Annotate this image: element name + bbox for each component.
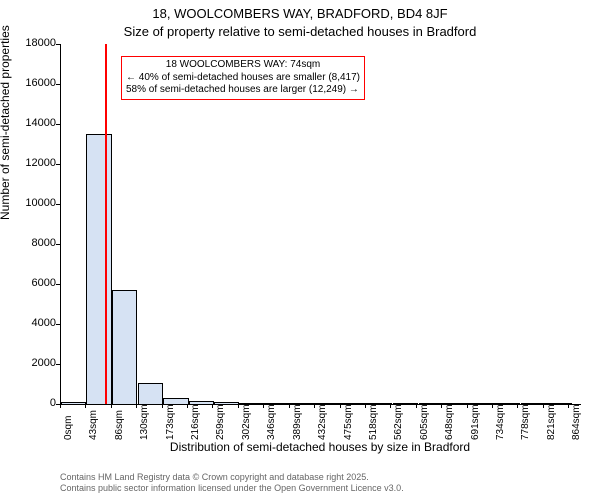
y-tick-label: 8000 [6,237,56,249]
annotation-line: 18 WOOLCOMBERS WAY: 74sqm [126,59,360,72]
chart-container: 18, WOOLCOMBERS WAY, BRADFORD, BD4 8JF S… [0,0,600,500]
x-tick-mark [60,404,61,408]
x-tick-mark [441,404,442,408]
x-tick-mark [136,404,137,408]
x-tick-mark [568,404,569,408]
x-tick-label: 691sqm [470,404,481,440]
y-tick-mark [56,244,60,245]
x-tick-label: 475sqm [343,404,354,440]
chart-title-main: 18, WOOLCOMBERS WAY, BRADFORD, BD4 8JF [0,6,600,21]
x-tick-label: 864sqm [571,404,582,440]
x-tick-label: 389sqm [292,404,303,440]
y-tick-mark [56,324,60,325]
x-tick-mark [543,404,544,408]
annotation-box: 18 WOOLCOMBERS WAY: 74sqm← 40% of semi-d… [121,56,365,100]
y-tick-mark [56,44,60,45]
x-tick-mark [340,404,341,408]
x-tick-mark [289,404,290,408]
footer-attribution: Contains HM Land Registry data © Crown c… [60,472,580,494]
footer-line-2: Contains public sector information licen… [60,483,580,494]
y-tick-mark [56,84,60,85]
x-tick-label: 216sqm [190,404,201,440]
x-tick-label: 821sqm [546,404,557,440]
x-tick-label: 778sqm [520,404,531,440]
x-tick-label: 734sqm [495,404,506,440]
x-tick-label: 86sqm [114,410,125,440]
y-tick-label: 6000 [6,277,56,289]
x-tick-label: 605sqm [419,404,430,440]
y-tick-label: 12000 [6,157,56,169]
footer-line-1: Contains HM Land Registry data © Crown c… [60,472,580,483]
x-tick-mark [85,404,86,408]
y-tick-label: 10000 [6,197,56,209]
x-tick-label: 0sqm [63,416,74,440]
x-tick-label: 648sqm [444,404,455,440]
y-tick-label: 0 [6,397,56,409]
x-tick-label: 518sqm [368,404,379,440]
y-tick-mark [56,204,60,205]
y-tick-label: 4000 [6,317,56,329]
x-tick-mark [187,404,188,408]
y-tick-mark [56,364,60,365]
x-tick-mark [111,404,112,408]
property-marker-line [105,44,107,404]
annotation-line: ← 40% of semi-detached houses are smalle… [126,72,360,85]
x-axis-label: Distribution of semi-detached houses by … [60,440,580,454]
y-tick-mark [56,284,60,285]
x-tick-mark [390,404,391,408]
histogram-bar [86,134,111,404]
x-tick-mark [517,404,518,408]
x-tick-mark [365,404,366,408]
x-tick-label: 562sqm [393,404,404,440]
x-tick-mark [238,404,239,408]
x-tick-label: 173sqm [165,404,176,440]
annotation-line: 58% of semi-detached houses are larger (… [126,84,360,97]
x-tick-mark [492,404,493,408]
x-tick-label: 346sqm [266,404,277,440]
histogram-bar [163,398,188,404]
x-tick-label: 432sqm [317,404,328,440]
chart-title-sub: Size of property relative to semi-detach… [0,24,600,39]
histogram-bar [61,402,86,404]
y-tick-label: 16000 [6,77,56,89]
y-tick-label: 18000 [6,37,56,49]
x-tick-label: 43sqm [88,410,99,440]
y-tick-mark [56,164,60,165]
x-tick-mark [263,404,264,408]
x-tick-label: 302sqm [241,404,252,440]
x-tick-mark [314,404,315,408]
y-tick-mark [56,124,60,125]
x-tick-mark [467,404,468,408]
x-tick-mark [162,404,163,408]
histogram-bar [138,383,163,404]
x-tick-mark [416,404,417,408]
plot-area: 18 WOOLCOMBERS WAY: 74sqm← 40% of semi-d… [60,44,581,405]
y-tick-label: 14000 [6,117,56,129]
x-tick-mark [212,404,213,408]
x-tick-label: 130sqm [139,404,150,440]
histogram-bar [112,290,137,404]
x-tick-label: 259sqm [215,404,226,440]
y-tick-label: 2000 [6,357,56,369]
